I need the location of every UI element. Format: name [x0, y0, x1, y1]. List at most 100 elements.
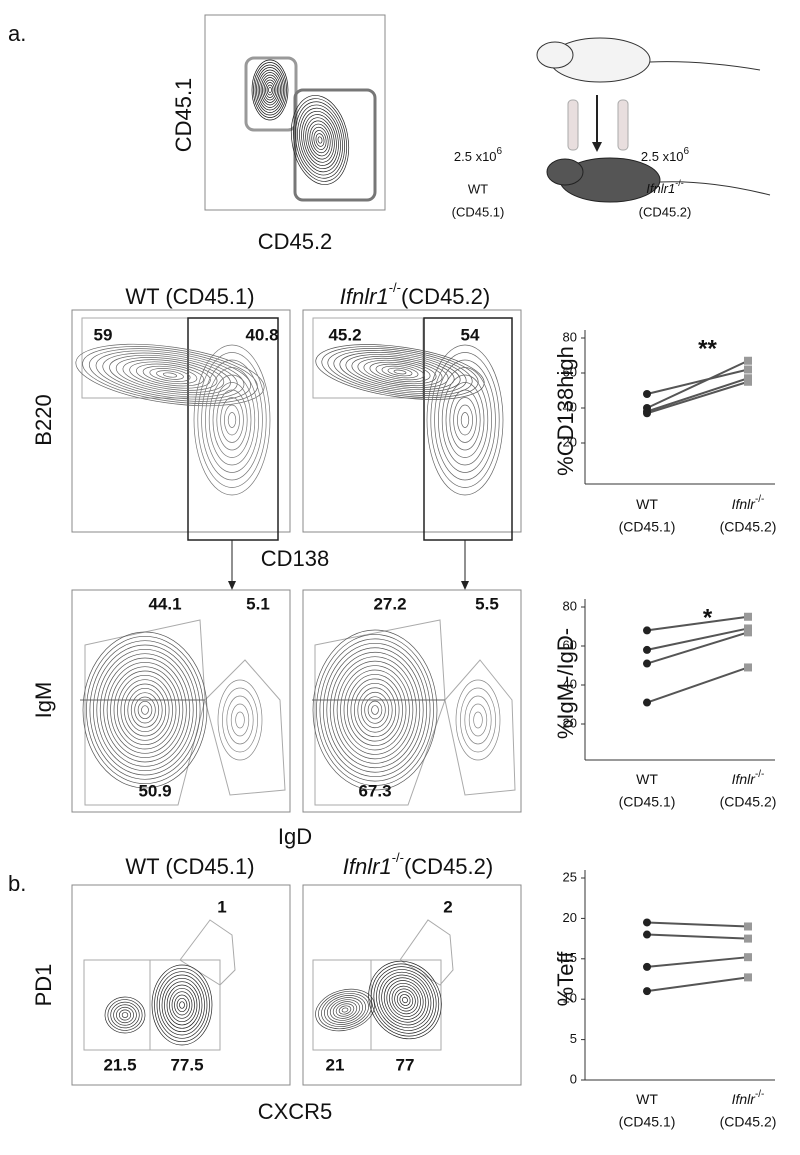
contour: [343, 669, 407, 751]
y-tick-label: 5: [570, 1031, 577, 1046]
label: Ifnlr1-/-: [646, 178, 683, 196]
pair-line: [646, 627, 749, 651]
contour: [208, 374, 256, 466]
contour: [123, 683, 167, 737]
gate-value: 40.8: [245, 325, 278, 344]
gate-value: 2: [443, 897, 452, 916]
y-axis-label: %CD138high: [553, 346, 578, 476]
contour: [103, 657, 187, 763]
contour: [303, 114, 337, 166]
contour: [402, 996, 408, 1004]
contour: [174, 994, 190, 1016]
plot-frame: [71, 309, 291, 533]
contour: [311, 126, 329, 154]
contour: [332, 1001, 358, 1019]
contour: [295, 101, 345, 179]
contour: [453, 397, 477, 443]
contour: [136, 363, 204, 387]
contour: [197, 352, 267, 488]
x-tick-label: WT: [636, 771, 658, 787]
pair-line: [646, 933, 749, 940]
pair-line: [646, 359, 749, 409]
contour: [322, 642, 428, 778]
contour: [375, 363, 425, 381]
contour: [205, 367, 259, 473]
gate: [314, 619, 446, 806]
gate-value: 5.5: [475, 594, 499, 613]
contour: [364, 696, 386, 724]
contour: [387, 367, 413, 377]
contour: [176, 997, 188, 1013]
y-axis-label: %IgM-/IgD-: [553, 628, 578, 739]
contour: [120, 679, 170, 741]
square: [744, 934, 752, 943]
contour: [307, 120, 333, 160]
gate: [187, 317, 279, 541]
square: [744, 973, 752, 982]
contour: [340, 665, 410, 755]
contour: [156, 971, 208, 1039]
gate: [204, 659, 286, 796]
contour: [370, 963, 440, 1037]
dose: 2.5 x106: [454, 146, 503, 165]
square: [744, 612, 752, 621]
contour: [376, 969, 434, 1031]
y-tick-label: 20: [563, 910, 577, 925]
y-tick-label: 60: [563, 637, 577, 652]
superscript: -/-: [755, 494, 764, 505]
contour: [162, 372, 178, 378]
gate-value: 54: [461, 325, 480, 344]
contour: [335, 1003, 355, 1017]
contour: [253, 62, 287, 118]
contour: [134, 696, 156, 724]
contour: [268, 87, 272, 93]
contour: [394, 988, 416, 1012]
plot-frame: [302, 884, 522, 1086]
square: [744, 356, 752, 365]
contour: [254, 64, 286, 116]
y-axis-label: IgM: [31, 682, 56, 719]
contour: [220, 397, 244, 443]
gate: [399, 919, 454, 986]
pair-line: [646, 380, 749, 415]
y-tick-label: 20: [563, 715, 577, 730]
category-name: Ifnlr: [732, 771, 757, 787]
y-tick-label: 40: [563, 676, 577, 691]
y-tick-label: 80: [563, 329, 577, 344]
contour: [386, 980, 424, 1020]
contour: [171, 991, 193, 1019]
contour: [226, 695, 254, 745]
superscript: -/-: [755, 769, 764, 780]
dot: [643, 390, 651, 398]
x-tick-note: (CD45.2): [720, 794, 777, 810]
contour: [251, 59, 289, 121]
contour: [464, 695, 492, 745]
contour: [317, 136, 323, 144]
contour: [460, 412, 470, 428]
contour: [318, 990, 372, 1030]
square: [744, 953, 752, 962]
contour: [266, 84, 274, 96]
mouse-illustration: [536, 37, 771, 203]
contour: [293, 98, 347, 182]
contour: [393, 369, 407, 375]
x-tick-label: WT: [636, 1091, 658, 1107]
plot-title: WT (CD45.1): [125, 854, 254, 879]
contour: [347, 674, 403, 746]
contour: [434, 359, 496, 481]
contour: [104, 996, 146, 1034]
y-tick-label: 60: [563, 364, 577, 379]
contour: [212, 382, 252, 458]
contour: [396, 991, 414, 1009]
contour: [341, 1007, 349, 1013]
label: (CD45.1): [452, 204, 505, 219]
y-axis-label: PD1: [31, 964, 56, 1007]
contour: [235, 711, 245, 729]
contour: [141, 705, 149, 715]
pair-line: [646, 921, 749, 928]
plot-title: Ifnlr1-/-(CD45.2): [340, 280, 490, 308]
contour: [166, 984, 198, 1026]
x-axis-label: IgD: [278, 824, 312, 849]
contour: [457, 404, 473, 436]
contour: [151, 964, 213, 1046]
